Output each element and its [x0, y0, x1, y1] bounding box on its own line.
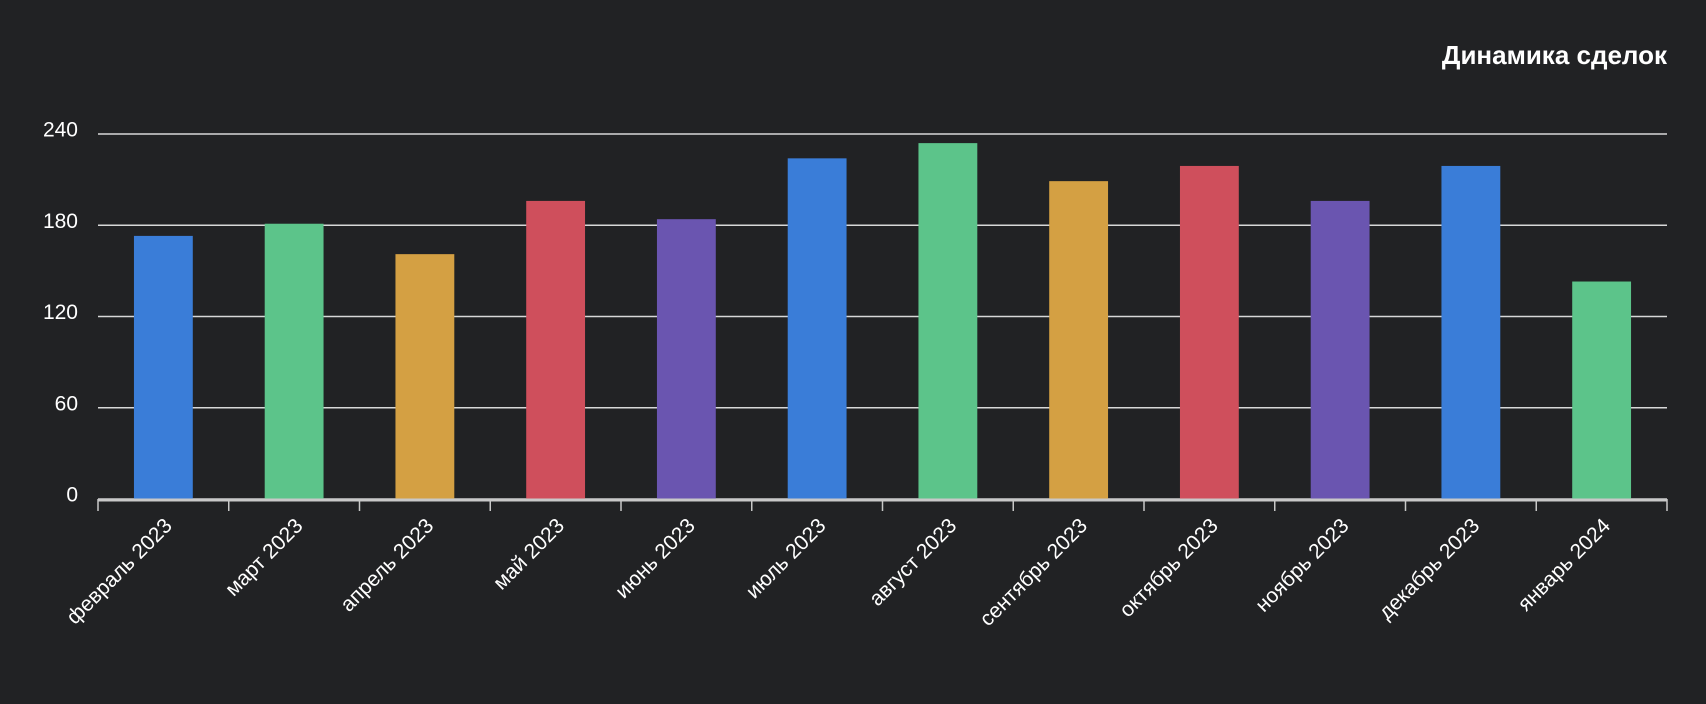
x-tick-label: май 2023: [489, 514, 569, 594]
x-tick-label: март 2023: [221, 514, 308, 601]
bar: [1049, 181, 1109, 500]
x-tick-label: апрель 2023: [336, 514, 438, 616]
x-tick-label: июнь 2023: [611, 514, 700, 603]
chart-title: Динамика сделок: [1442, 40, 1668, 70]
bar: [656, 219, 716, 499]
x-tick-label: декабрь 2023: [1374, 514, 1484, 624]
x-tick-label: ноябрь 2023: [1251, 514, 1353, 616]
x-tick-label: октябрь 2023: [1115, 514, 1223, 622]
bar: [133, 235, 193, 500]
bar: [918, 143, 978, 499]
bar: [526, 200, 586, 499]
bar: [787, 158, 847, 500]
x-tick-label: сентябрь 2023: [975, 514, 1092, 631]
y-tick-label: 180: [43, 210, 78, 233]
bar: [1179, 165, 1239, 499]
bar: [1441, 165, 1501, 499]
bar: [395, 254, 455, 499]
x-tick-label: август 2023: [865, 514, 961, 610]
bar: [1310, 200, 1370, 499]
y-tick-label: 0: [66, 484, 78, 507]
x-tick-label: январь 2024: [1513, 514, 1615, 616]
y-tick-label: 240: [43, 119, 78, 142]
bar: [264, 223, 324, 499]
x-tick-label: июль 2023: [742, 514, 831, 603]
y-tick-label: 60: [55, 392, 78, 415]
bar: [1572, 281, 1632, 499]
y-tick-label: 120: [43, 301, 78, 324]
x-tick-label: февраль 2023: [62, 514, 177, 629]
